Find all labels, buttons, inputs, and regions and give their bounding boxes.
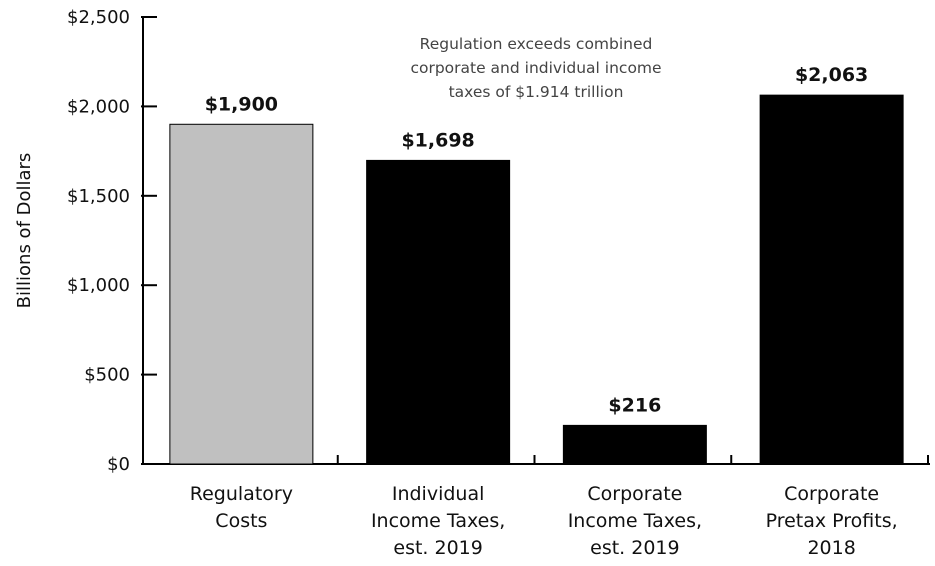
data-label: $1,900 (205, 93, 278, 115)
bar (169, 123, 314, 465)
bars (169, 94, 904, 465)
y-tick-label: $500 (84, 365, 130, 386)
y-tick-label: $2,000 (67, 96, 130, 117)
category-label: Income Taxes, (371, 510, 505, 532)
annotation: Regulation exceeds combined corporate and… (410, 35, 661, 101)
bar (759, 94, 904, 465)
category-label: Corporate (587, 483, 682, 505)
category-label: Individual (392, 483, 485, 505)
x-axis: Regulatory Costs Individual Income Taxes, es… (143, 455, 930, 559)
y-axis-title: Billions of Dollars (14, 153, 35, 309)
data-label: $2,063 (795, 64, 868, 86)
category-label: est. 2019 (590, 537, 679, 559)
bar (562, 424, 707, 465)
y-tick-label: $1,000 (67, 275, 130, 296)
category-label: 2018 (807, 537, 855, 559)
annotation-line: corporate and individual income (410, 59, 661, 77)
category-label: Corporate (784, 483, 879, 505)
annotation-line: Regulation exceeds combined (420, 35, 653, 53)
category-label: est. 2019 (393, 537, 482, 559)
category-label: Costs (215, 510, 267, 532)
category-label: Income Taxes, (568, 510, 702, 532)
annotation-line: taxes of $1.914 trillion (449, 83, 624, 101)
y-tick-label: $1,500 (67, 186, 130, 207)
data-label: $1,698 (401, 129, 474, 151)
data-labels: $1,900 $1,698 $216 $2,063 (205, 64, 869, 416)
data-label: $216 (608, 394, 661, 416)
category-label: Pretax Profits, (766, 510, 898, 532)
bar (366, 159, 511, 465)
y-tick-label: $0 (107, 454, 130, 475)
y-tick-label: $2,500 (67, 7, 130, 28)
y-axis: $0 $500 $1,000 $1,500 $2,000 $2,500 Billions o… (14, 7, 157, 475)
category-label: Regulatory (190, 483, 293, 505)
